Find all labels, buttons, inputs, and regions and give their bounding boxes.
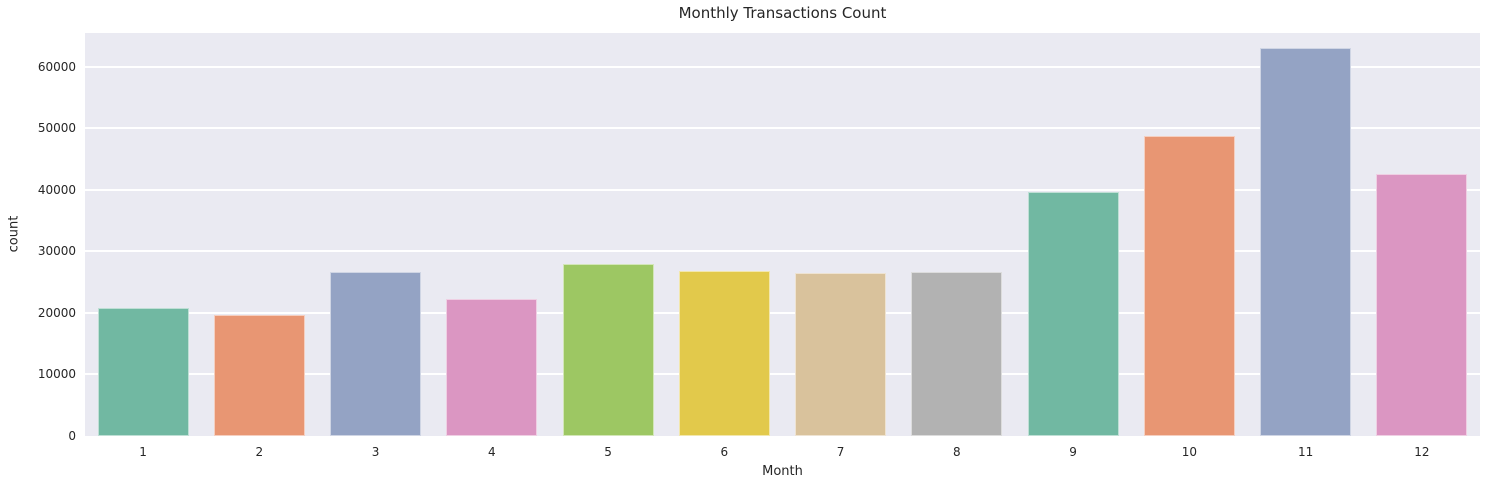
- x-axis-label: Month: [762, 464, 803, 479]
- bar-month-9: [1027, 192, 1119, 436]
- bar-month-4: [446, 298, 538, 436]
- bar-month-2: [213, 314, 305, 436]
- chart-title: Monthly Transactions Count: [678, 4, 887, 22]
- bar-month-5: [562, 263, 654, 436]
- x-tick-label-2: 2: [255, 445, 264, 459]
- x-tick-label-3: 3: [371, 445, 380, 459]
- y-tick-label-0: 0: [68, 429, 76, 443]
- y-tick-label-40000: 40000: [37, 182, 76, 197]
- bar-month-8: [911, 272, 1003, 436]
- x-tick-label-10: 10: [1181, 445, 1198, 459]
- bar-month-11: [1260, 48, 1352, 436]
- gridline-y-50000: [85, 127, 1480, 130]
- y-tick-label-20000: 20000: [37, 305, 76, 320]
- x-tick-label-11: 11: [1297, 445, 1314, 459]
- gridline-y-60000: [85, 65, 1480, 68]
- x-tick-label-9: 9: [1069, 445, 1077, 459]
- y-tick-label-60000: 60000: [37, 59, 76, 74]
- bar-month-6: [678, 271, 770, 436]
- y-tick-label-50000: 50000: [37, 121, 76, 136]
- plot-area: [85, 33, 1480, 436]
- x-tick-label-4: 4: [488, 445, 496, 459]
- gridline-y-40000: [85, 188, 1480, 191]
- gridline-y-10000: [85, 373, 1480, 376]
- y-tick-label-10000: 10000: [37, 367, 76, 382]
- x-tick-label-1: 1: [139, 445, 147, 459]
- bar-month-10: [1143, 135, 1235, 436]
- x-tick-label-8: 8: [953, 445, 961, 459]
- y-axis-label: count: [6, 215, 22, 253]
- gridline-y-30000: [85, 250, 1480, 253]
- x-tick-label-7: 7: [836, 445, 845, 459]
- bar-month-7: [795, 272, 887, 436]
- x-tick-label-5: 5: [604, 445, 612, 459]
- y-tick-label-30000: 30000: [37, 244, 76, 259]
- bar-month-1: [97, 308, 189, 436]
- bar-month-3: [330, 271, 422, 436]
- bar-month-12: [1376, 173, 1468, 436]
- x-tick-label-12: 12: [1414, 445, 1430, 459]
- gridline-y-20000: [85, 311, 1480, 314]
- x-tick-label-6: 6: [720, 445, 729, 459]
